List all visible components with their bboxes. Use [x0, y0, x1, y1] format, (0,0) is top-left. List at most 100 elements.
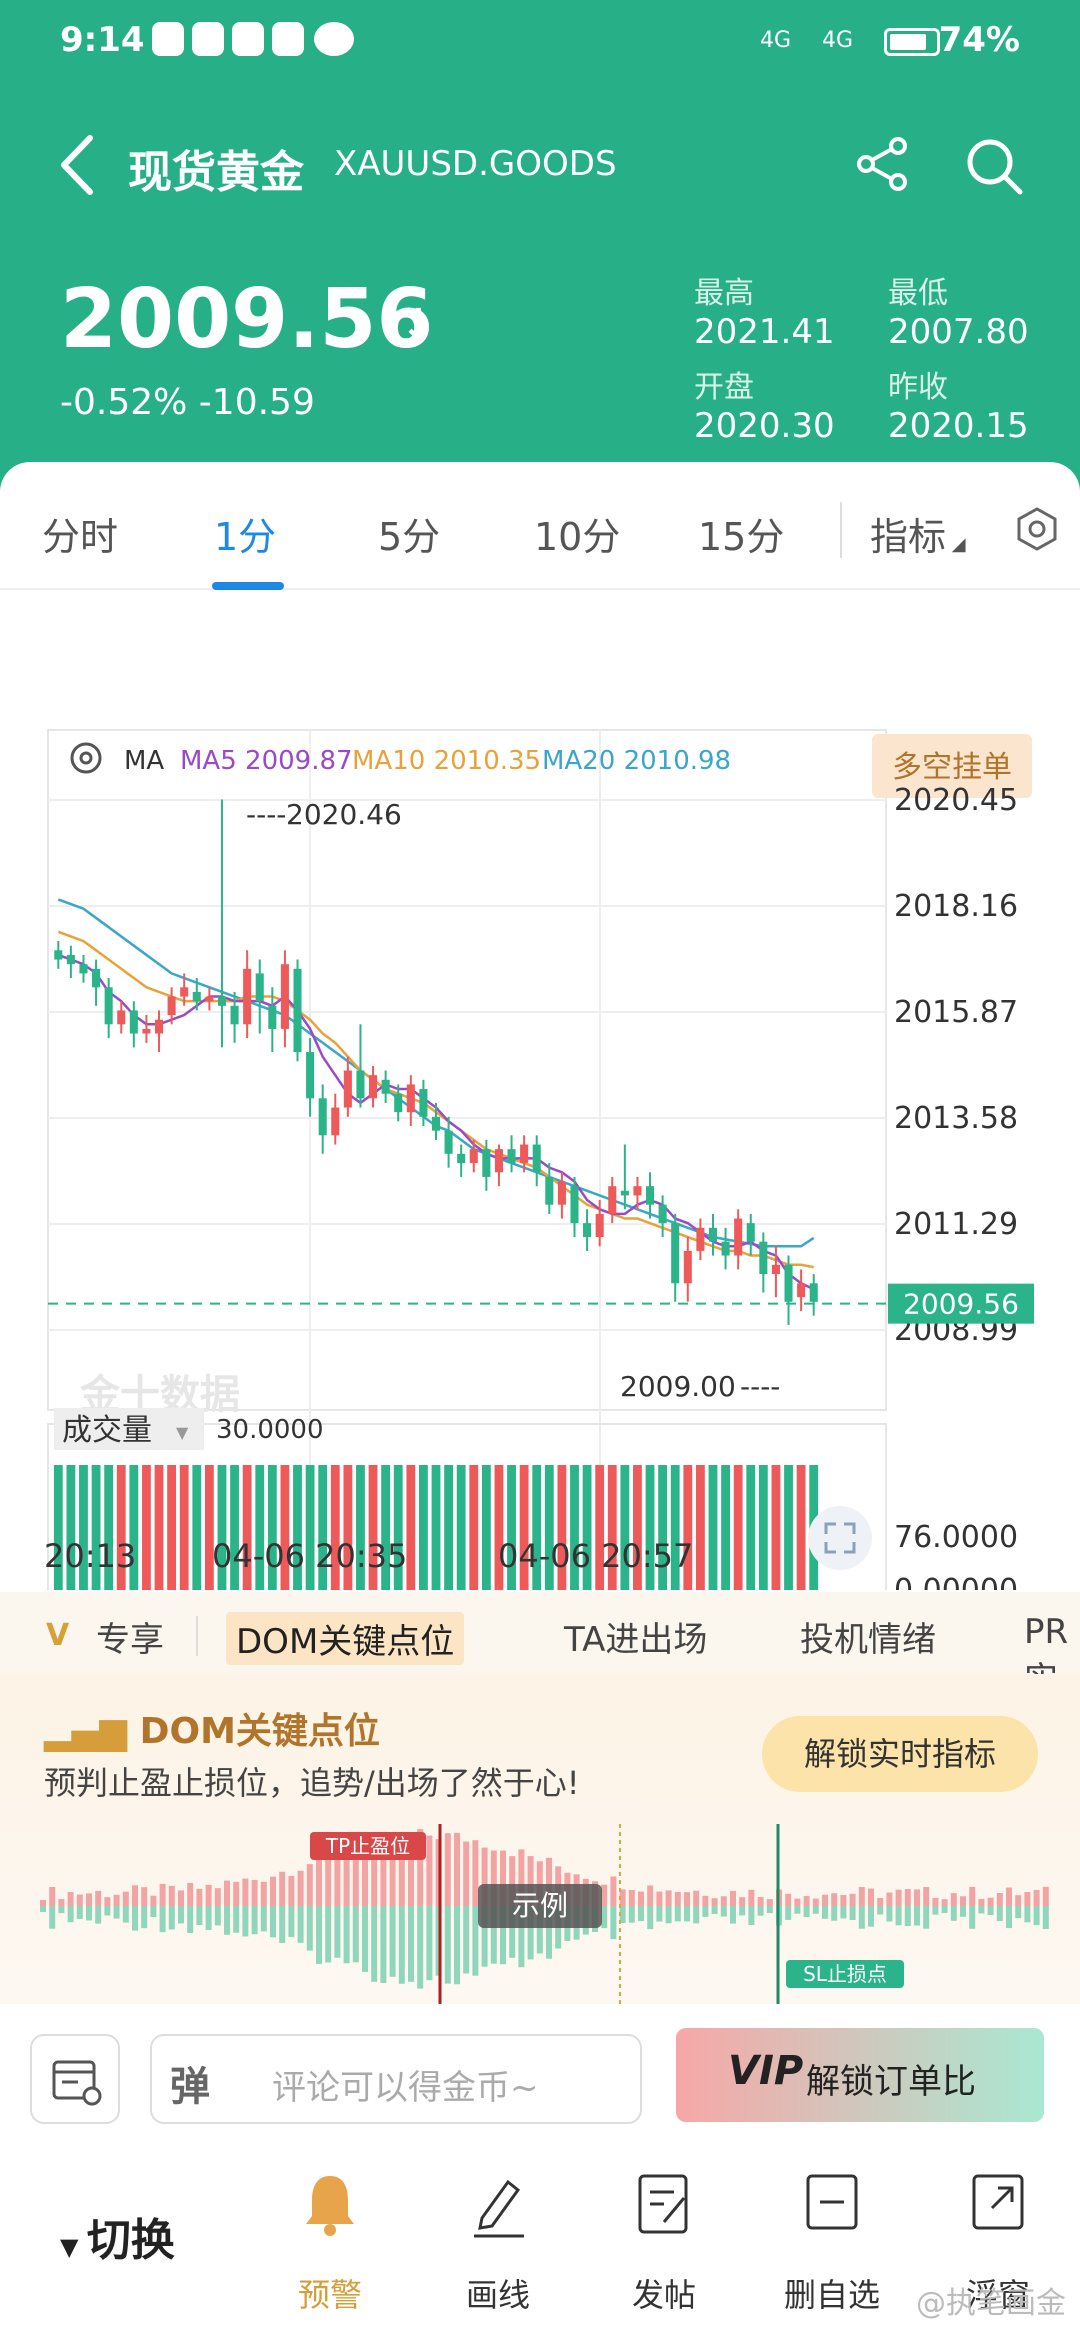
nav-draw-line[interactable]: 画线 — [438, 2170, 558, 2314]
unlock-order-ratio-button[interactable]: VIP 解锁订单比 — [676, 2028, 1044, 2122]
volume-bar — [746, 1465, 756, 1600]
dom-bar-up — [509, 1856, 516, 1906]
dom-bar-down — [371, 1906, 378, 1982]
candle-body — [646, 1186, 655, 1205]
active-tab-indicator — [212, 582, 284, 590]
nav-post[interactable]: 发帖 — [604, 2170, 724, 2314]
dom-bar-up — [233, 1881, 240, 1906]
back-arrow-icon[interactable] — [54, 130, 104, 200]
unlock-indicator-button[interactable]: 解锁实时指标 — [762, 1716, 1038, 1792]
dom-bar-down — [509, 1906, 516, 1958]
danmaku-icon[interactable]: 弹 — [170, 2064, 210, 2110]
candle — [92, 959, 101, 1006]
dom-bar-up — [444, 1833, 451, 1906]
candle-body — [230, 1005, 239, 1025]
comment-input[interactable]: 弹 评论可以得金币~ — [150, 2034, 642, 2124]
dom-bar-down — [693, 1906, 700, 1924]
minus-box-icon — [806, 2174, 858, 2230]
dom-bar-down — [656, 1906, 663, 1922]
dom-bar-down — [684, 1906, 690, 1922]
time-axis: 20:13 04-06 20:35 04-06 20:57 — [0, 1537, 1080, 1577]
volume-bar — [670, 1465, 680, 1600]
chart-grid — [47, 729, 887, 1601]
volume-value: 30.0000 — [216, 1415, 324, 1445]
volume-selector[interactable] — [54, 1408, 204, 1450]
dom-bar-up — [536, 1861, 543, 1906]
dom-bar-down — [178, 1906, 184, 1924]
author-watermark: @执笔画金 — [916, 2286, 1066, 2321]
feature-tab-sentiment[interactable]: 投机情绪 — [800, 1620, 936, 1660]
switch-button[interactable]: ▼ 切换 — [60, 2215, 175, 2266]
fullscreen-icon[interactable] — [808, 1506, 872, 1570]
nav-alert[interactable]: 预警 — [270, 2170, 390, 2314]
vip-badge-icon: VIP — [728, 2048, 804, 2094]
dom-bar-down — [352, 1906, 359, 1963]
volume-bar — [758, 1465, 768, 1600]
volume-bar — [796, 1465, 806, 1600]
volume-bar — [481, 1465, 491, 1600]
candle-body — [142, 1028, 151, 1034]
dom-bar-up — [224, 1880, 230, 1906]
dom-bar-down — [638, 1906, 644, 1921]
long-short-order-button[interactable]: 多空挂单 — [872, 734, 1032, 798]
share-icon[interactable] — [852, 134, 912, 194]
dom-bar-down — [978, 1906, 985, 1914]
candle — [167, 987, 176, 1025]
kline-chart-area[interactable]: 金十数据 MA MA5 2009.87 MA10 2010.35 MA20 20… — [0, 590, 1080, 1608]
nav-remove-watchlist[interactable]: 删自选 — [772, 2170, 892, 2314]
calendar-button[interactable] — [30, 2034, 120, 2124]
candle-body — [369, 1075, 378, 1099]
dom-bar-up — [868, 1888, 874, 1906]
dom-bar-down — [987, 1906, 994, 1915]
candle — [683, 1237, 692, 1302]
dom-bar-down — [730, 1906, 736, 1924]
dom-bar-up — [141, 1887, 148, 1906]
dom-bar-up — [923, 1887, 930, 1906]
candle — [671, 1213, 680, 1302]
dom-bar-down — [86, 1906, 92, 1921]
dom-bar-up — [822, 1894, 828, 1906]
dom-bar-up — [150, 1895, 157, 1906]
dom-bar-up — [500, 1850, 506, 1906]
volume-bar — [607, 1465, 617, 1600]
feature-tab-exclusive[interactable]: 专享 — [96, 1620, 164, 1660]
nav-float-window-label: 浮窗 — [965, 2276, 1030, 2314]
candle-body — [255, 973, 264, 1002]
dom-bar-down — [785, 1906, 792, 1920]
dom-bar-up — [1015, 1895, 1022, 1906]
dom-bar-up — [656, 1891, 663, 1906]
tab-timeshare[interactable]: 分时 — [42, 515, 119, 559]
dom-bar-up — [904, 1889, 911, 1906]
feature-tab-divider — [196, 1616, 198, 1656]
nav-remove-watchlist-label: 删自选 — [783, 2276, 880, 2314]
nav-float-window[interactable]: 浮窗 — [938, 2170, 1058, 2314]
search-icon[interactable] — [962, 134, 1026, 198]
candle — [469, 1139, 478, 1173]
settings-hexagon-icon[interactable] — [1014, 506, 1060, 552]
tab-indicators[interactable]: 指标 ◢ — [870, 515, 966, 559]
volume-bar — [419, 1465, 428, 1600]
candle-body — [507, 1149, 516, 1164]
dom-bar-up — [398, 1833, 405, 1906]
svg-text:2009.56: 2009.56 — [903, 1288, 1019, 1321]
dom-bar-up — [840, 1894, 847, 1906]
current-price: 2009.56 — [60, 272, 434, 367]
volume-bar — [305, 1465, 315, 1600]
feature-tab-ta[interactable]: TA进出场 — [564, 1620, 708, 1660]
dom-bar-up — [389, 1838, 396, 1906]
tab-15min[interactable]: 15分 — [698, 515, 785, 559]
candle-body — [129, 1010, 138, 1034]
tab-1min[interactable]: 1分 — [214, 515, 277, 559]
dom-bar-up — [978, 1898, 985, 1906]
kline-chart[interactable]: 金十数据 MA MA5 2009.87 MA10 2010.35 MA20 20… — [0, 590, 1080, 1608]
sl-tag — [786, 1960, 904, 1988]
chart-settings-icon[interactable] — [70, 742, 102, 774]
candle-body — [482, 1149, 491, 1177]
feature-tab-dom[interactable]: DOM关键点位 — [226, 1612, 465, 1665]
dom-bar-up — [1006, 1887, 1012, 1906]
dom-bar-up — [104, 1897, 111, 1906]
dom-bar-up — [886, 1892, 893, 1906]
tab-5min[interactable]: 5分 — [378, 515, 441, 559]
tab-10min[interactable]: 10分 — [534, 515, 621, 559]
dom-bar-down — [408, 1906, 414, 1982]
